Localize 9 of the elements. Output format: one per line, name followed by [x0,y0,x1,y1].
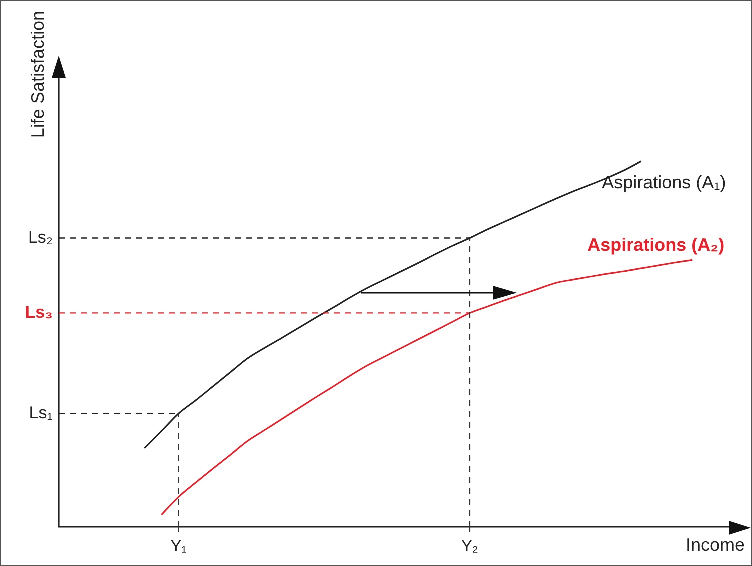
ref-line-label: Ls₁ [29,403,54,422]
ref-line-label: Ls₂ [28,228,53,247]
x-tick-label: Y₁ [170,538,187,556]
x-tick-label: Y₂ [462,538,478,556]
series-label: Aspirations (A₁) [602,172,726,192]
x-axis-title: Income [686,534,745,555]
series-label: Aspirations (A₂) [588,235,725,256]
y-axis-title: Life Satisfaction [28,11,48,138]
ref-line-label: Ls₃ [25,302,53,322]
